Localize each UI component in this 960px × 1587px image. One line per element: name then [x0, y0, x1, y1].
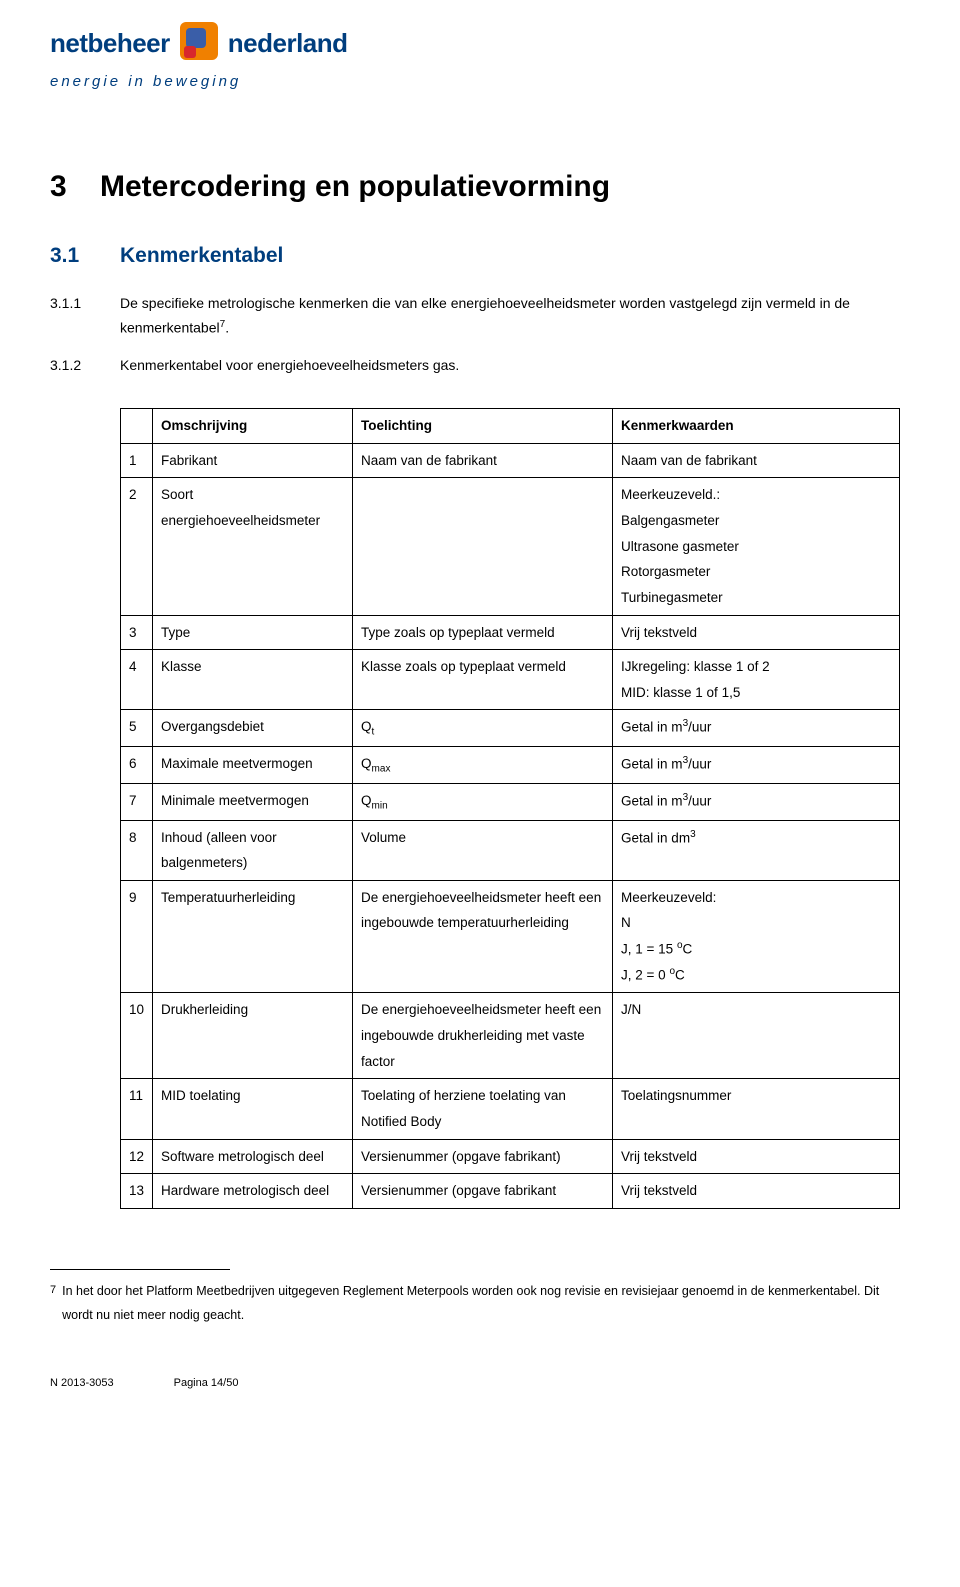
table-cell-val: Naam van de fabrikant	[613, 443, 900, 478]
logo-icon	[178, 20, 220, 67]
table-cell-num: 6	[121, 747, 153, 784]
table-row: 8Inhoud (alleen voor balgenmeters)Volume…	[121, 820, 900, 880]
footnote-separator	[50, 1269, 230, 1270]
table-cell-desc: Drukherleiding	[153, 993, 353, 1079]
table-cell-val: Getal in m3/uur	[613, 783, 900, 820]
kenmerkentabel-table: Omschrijving Toelichting Kenmerkwaarden …	[120, 408, 900, 1209]
table-cell-expl: Volume	[353, 820, 613, 880]
table-row: 9TemperatuurherleidingDe energiehoeveelh…	[121, 880, 900, 993]
table-cell-desc: Fabrikant	[153, 443, 353, 478]
table-cell-desc: Software metrologisch deel	[153, 1139, 353, 1174]
section-title: Kenmerkentabel	[120, 244, 283, 267]
table-cell-expl: Versienummer (opgave fabrikant)	[353, 1139, 613, 1174]
table-cell-desc: Temperatuurherleiding	[153, 880, 353, 993]
table-cell-num: 11	[121, 1079, 153, 1139]
section-number: 3.1	[50, 244, 120, 268]
table-row: 2Soort energiehoeveelheidsmeter Meerkeuze…	[121, 478, 900, 615]
table-header: Kenmerkwaarden	[613, 409, 900, 444]
chapter-heading: 3Metercodering en populatievorming	[50, 170, 910, 204]
paragraph-number: 3.1.1	[50, 292, 90, 340]
table-cell-num: 7	[121, 783, 153, 820]
table-cell-num: 1	[121, 443, 153, 478]
table-cell-expl: Toelating of herziene toelating van Noti…	[353, 1079, 613, 1139]
table-cell-desc: Soort energiehoeveelheidsmeter	[153, 478, 353, 615]
logo-text-left: netbeheer	[50, 28, 170, 59]
table-row: 11MID toelatingToelating of herziene toe…	[121, 1079, 900, 1139]
table-cell-expl: Klasse zoals op typeplaat vermeld	[353, 650, 613, 710]
section-heading: 3.1Kenmerkentabel	[50, 244, 910, 268]
table-cell-expl: Naam van de fabrikant	[353, 443, 613, 478]
table-cell-expl: De energiehoeveelheidsmeter heeft een in…	[353, 880, 613, 993]
table-cell-expl: Versienummer (opgave fabrikant	[353, 1174, 613, 1209]
table-cell-expl: Qmax	[353, 747, 613, 784]
footnote-number: 7	[50, 1280, 56, 1328]
table-row: 7Minimale meetvermogenQminGetal in m3/uu…	[121, 783, 900, 820]
table-cell-num: 5	[121, 710, 153, 747]
table-header: Toelichting	[353, 409, 613, 444]
table-cell-val: Toelatingsnummer	[613, 1079, 900, 1139]
footer-page-number: Pagina 14/50	[174, 1377, 239, 1389]
footnote: 7 In het door het Platform Meetbedrijven…	[50, 1280, 910, 1328]
table-cell-num: 13	[121, 1174, 153, 1209]
table-row: 10DrukherleidingDe energiehoeveelheidsme…	[121, 993, 900, 1079]
table-cell-desc: Maximale meetvermogen	[153, 747, 353, 784]
table-cell-val: Getal in dm3	[613, 820, 900, 880]
table-cell-desc: MID toelating	[153, 1079, 353, 1139]
table-row: 5OvergangsdebietQtGetal in m3/uur	[121, 710, 900, 747]
table-cell-num: 8	[121, 820, 153, 880]
table-cell-val: Meerkeuzeveld:NJ, 1 = 15 oCJ, 2 = 0 oC	[613, 880, 900, 993]
table-cell-val: Vrij tekstveld	[613, 615, 900, 650]
table-cell-desc: Klasse	[153, 650, 353, 710]
table-cell-num: 9	[121, 880, 153, 993]
table-cell-val: Getal in m3/uur	[613, 710, 900, 747]
table-cell-val: Getal in m3/uur	[613, 747, 900, 784]
table-cell-num: 10	[121, 993, 153, 1079]
table-cell-val: Vrij tekstveld	[613, 1174, 900, 1209]
table-cell-val: J/N	[613, 993, 900, 1079]
table-cell-val: Meerkeuzeveld.:BalgengasmeterUltrasone g…	[613, 478, 900, 615]
table-header: Omschrijving	[153, 409, 353, 444]
table-header-row: Omschrijving Toelichting Kenmerkwaarden	[121, 409, 900, 444]
table-cell-expl	[353, 478, 613, 615]
brand-logo: netbeheer nederland	[50, 20, 910, 67]
table-cell-val: IJkregeling: klasse 1 of 2MID: klasse 1 …	[613, 650, 900, 710]
chapter-title: Metercodering en populatievorming	[100, 170, 610, 203]
paragraph-text: De specifieke metrologische kenmerken di…	[120, 292, 910, 340]
logo-text-right: nederland	[228, 28, 348, 59]
table-cell-desc: Minimale meetvermogen	[153, 783, 353, 820]
table-cell-expl: Qt	[353, 710, 613, 747]
paragraph-text: Kenmerkentabel voor energiehoeveelheidsm…	[120, 354, 910, 378]
paragraph-number: 3.1.2	[50, 354, 90, 378]
table-row: 1FabrikantNaam van de fabrikantNaam van …	[121, 443, 900, 478]
table-cell-num: 4	[121, 650, 153, 710]
table-row: 12Software metrologisch deelVersienummer…	[121, 1139, 900, 1174]
table-row: 13Hardware metrologisch deelVersienummer…	[121, 1174, 900, 1209]
table-row: 3TypeType zoals op typeplaat vermeldVrij…	[121, 615, 900, 650]
table-header	[121, 409, 153, 444]
table-cell-desc: Overgangsdebiet	[153, 710, 353, 747]
table-row: 6Maximale meetvermogenQmaxGetal in m3/uu…	[121, 747, 900, 784]
table-cell-num: 3	[121, 615, 153, 650]
table-cell-expl: De energiehoeveelheidsmeter heeft een in…	[353, 993, 613, 1079]
table-row: 4KlasseKlasse zoals op typeplaat vermeld…	[121, 650, 900, 710]
table-cell-desc: Hardware metrologisch deel	[153, 1174, 353, 1209]
table-cell-desc: Inhoud (alleen voor balgenmeters)	[153, 820, 353, 880]
table-cell-num: 2	[121, 478, 153, 615]
table-cell-desc: Type	[153, 615, 353, 650]
table-cell-num: 12	[121, 1139, 153, 1174]
paragraph: 3.1.1 De specifieke metrologische kenmer…	[50, 292, 910, 340]
table-cell-val: Vrij tekstveld	[613, 1139, 900, 1174]
tagline: energie in beweging	[50, 73, 910, 90]
footer-doc-number: N 2013-3053	[50, 1377, 114, 1389]
page-footer: N 2013-3053 Pagina 14/50	[50, 1377, 910, 1389]
table-cell-expl: Qmin	[353, 783, 613, 820]
chapter-number: 3	[50, 170, 100, 204]
paragraph: 3.1.2 Kenmerkentabel voor energiehoeveel…	[50, 354, 910, 378]
footnote-text: In het door het Platform Meetbedrijven u…	[62, 1280, 910, 1328]
table-cell-expl: Type zoals op typeplaat vermeld	[353, 615, 613, 650]
